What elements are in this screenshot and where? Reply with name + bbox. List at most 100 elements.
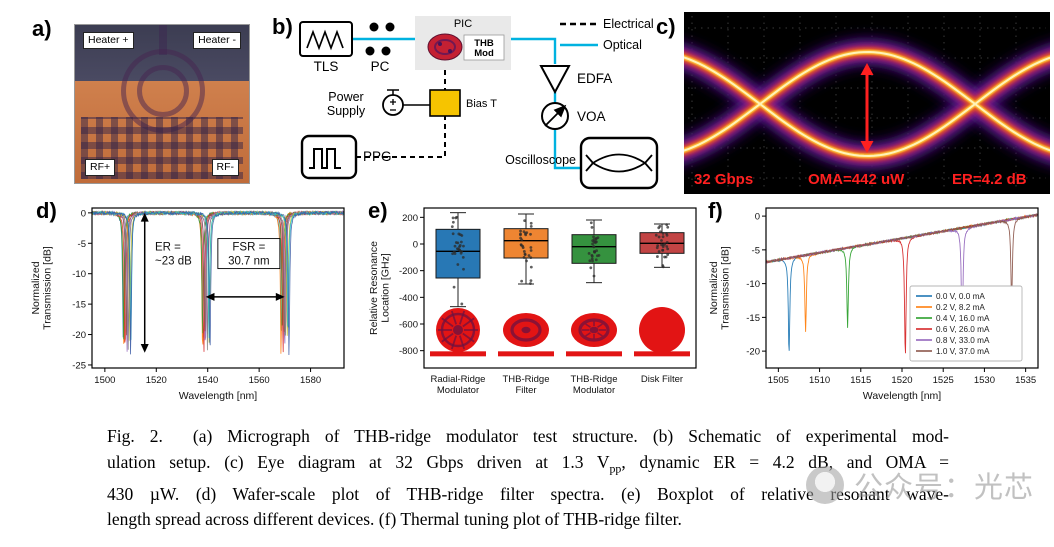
x-tick-label: 1580 — [300, 375, 321, 386]
data-point — [658, 224, 662, 228]
data-point — [666, 225, 670, 229]
data-point — [587, 252, 591, 255]
tls-label: TLS — [314, 59, 339, 74]
category-label: Radial-Ridge — [431, 374, 486, 385]
y-tick-label: -400 — [399, 293, 418, 304]
voa-label: VOA — [577, 109, 606, 124]
category-label: Modulator — [573, 385, 615, 396]
thb-mod-device — [427, 33, 463, 61]
y-tick-label: -200 — [399, 266, 418, 277]
thb-mod-label-box — [463, 34, 505, 61]
y-tick-label: -15 — [746, 313, 760, 324]
data-point — [522, 256, 526, 259]
panel-e-label: e) — [368, 198, 388, 223]
eye-rate-label: 32 Gbps — [694, 171, 753, 188]
data-point — [527, 254, 531, 257]
thb-mod-label-line1: THB — [474, 38, 494, 49]
thb-mod-label-line2: Mod — [474, 48, 494, 59]
oscilloscope-label: Oscilloscope — [505, 153, 576, 167]
eye-diagram: 32 Gbps OMA=442 uW ER=4.2 dB — [619, 12, 1054, 194]
data-point — [595, 249, 598, 253]
waveguide-bar — [498, 351, 554, 357]
eye-traces — [619, 36, 1054, 172]
arrow-head — [140, 212, 149, 222]
y-tick-label: 0 — [81, 208, 86, 219]
micrograph-photo: Heater + Heater - RF+ RF- — [74, 24, 250, 184]
data-point — [450, 225, 454, 229]
data-point — [451, 220, 455, 224]
data-point — [594, 258, 598, 262]
box — [435, 228, 481, 279]
data-point — [665, 223, 669, 227]
legend-label: 0.4 V, 16.0 mA — [936, 314, 990, 323]
data-point — [661, 248, 665, 252]
waveguide-bar — [430, 351, 486, 357]
resonance-boxplot-chart: 200 0 -200 -400 -600 -800 Relative Resonance Lo… — [368, 207, 697, 396]
er-annotation: ~23 dB — [155, 256, 192, 268]
data-point — [525, 259, 528, 263]
experimental-setup-schematic: TLS PC PIC THB Mod Electrical Optical Po… — [299, 16, 659, 190]
y-tick-label: 200 — [402, 213, 418, 224]
plot-frame — [423, 207, 697, 369]
y-tick-label: 0 — [755, 212, 760, 223]
category-label: THB-Ridge — [571, 374, 618, 385]
panel-f-tuning: f) 1505 1510 1515 1520 1525 1530 1535 0 -5 -10 -15… — [704, 196, 1054, 414]
legend-label: 0.0 V, 0.0 mA — [936, 292, 985, 301]
data-point — [529, 265, 533, 269]
optical-path — [352, 37, 581, 170]
data-point — [529, 246, 533, 249]
data-point — [594, 240, 598, 243]
waveguide-bar — [566, 351, 622, 357]
legend-label: 0.2 V, 8.2 mA — [936, 303, 985, 312]
data-point — [661, 265, 665, 269]
y-tick-label: -5 — [752, 245, 760, 256]
y-axis-label: Location [GHz] — [380, 253, 392, 323]
eye-oma-label: OMA=442 uW — [808, 171, 905, 188]
y-tick-label: -10 — [72, 269, 86, 280]
eye-diagram-image: 32 Gbps OMA=442 uW ER=4.2 dB — [619, 12, 1054, 194]
data-point — [597, 253, 601, 257]
caption-line-3: 430 µW. (d) Wafer-scale plot of THB-ridg… — [107, 482, 949, 508]
power-supply-symbol — [382, 89, 404, 116]
caption-line-2: ulation setup. (c) Eye diagram at 32 Gbp… — [107, 450, 949, 482]
figure-caption: Fig. 2. (a) Micrograph of THB-ridge modu… — [107, 424, 949, 533]
panel-f-label: f) — [708, 198, 723, 223]
tls-box — [299, 21, 353, 57]
x-tick-label: 1530 — [974, 375, 995, 386]
data-point — [663, 255, 666, 259]
x-tick-label: 1540 — [197, 375, 218, 386]
data-point — [665, 245, 669, 248]
heater-trace — [159, 25, 167, 55]
data-point — [460, 234, 464, 237]
y-tick-label: -20 — [746, 347, 760, 358]
data-point — [657, 235, 661, 239]
x-tick-label: 1535 — [1015, 375, 1036, 386]
legend-optical-label: Optical — [603, 38, 642, 52]
data-point — [529, 279, 533, 283]
data-point — [451, 216, 455, 220]
panel-b-label: b) — [272, 14, 293, 39]
data-point — [519, 229, 522, 233]
data-point — [459, 240, 463, 244]
caption-text: Fig. 2. (a) Micrograph of THB-ridge modu… — [107, 426, 949, 446]
panel-b-schematic: b) TLS PC PIC — [260, 8, 662, 196]
caption-text: , dynamic ER = 4.2 dB, and OMA = — [621, 451, 949, 472]
legend-label: 1.0 V, 37.0 mA — [936, 347, 990, 356]
data-point — [659, 230, 662, 234]
arrow-head — [140, 343, 149, 353]
device-icon-radial-ridge-modulator — [436, 308, 480, 352]
panel-a-label: a) — [32, 16, 52, 41]
heater-minus-label: Heater - — [193, 32, 241, 49]
watermark: 公众号：光芯 — [806, 464, 1034, 506]
x-axis-label: Wavelength [nm] — [863, 390, 941, 402]
data-point — [519, 243, 523, 247]
oscilloscope-box — [579, 136, 659, 190]
data-point — [590, 253, 594, 257]
caption-subscript: pp — [609, 461, 622, 475]
data-point — [529, 249, 533, 252]
data-point — [520, 279, 524, 283]
tuning-trace — [765, 213, 1039, 301]
ppg-box — [300, 134, 358, 180]
fsr-annotation-box — [217, 238, 281, 270]
